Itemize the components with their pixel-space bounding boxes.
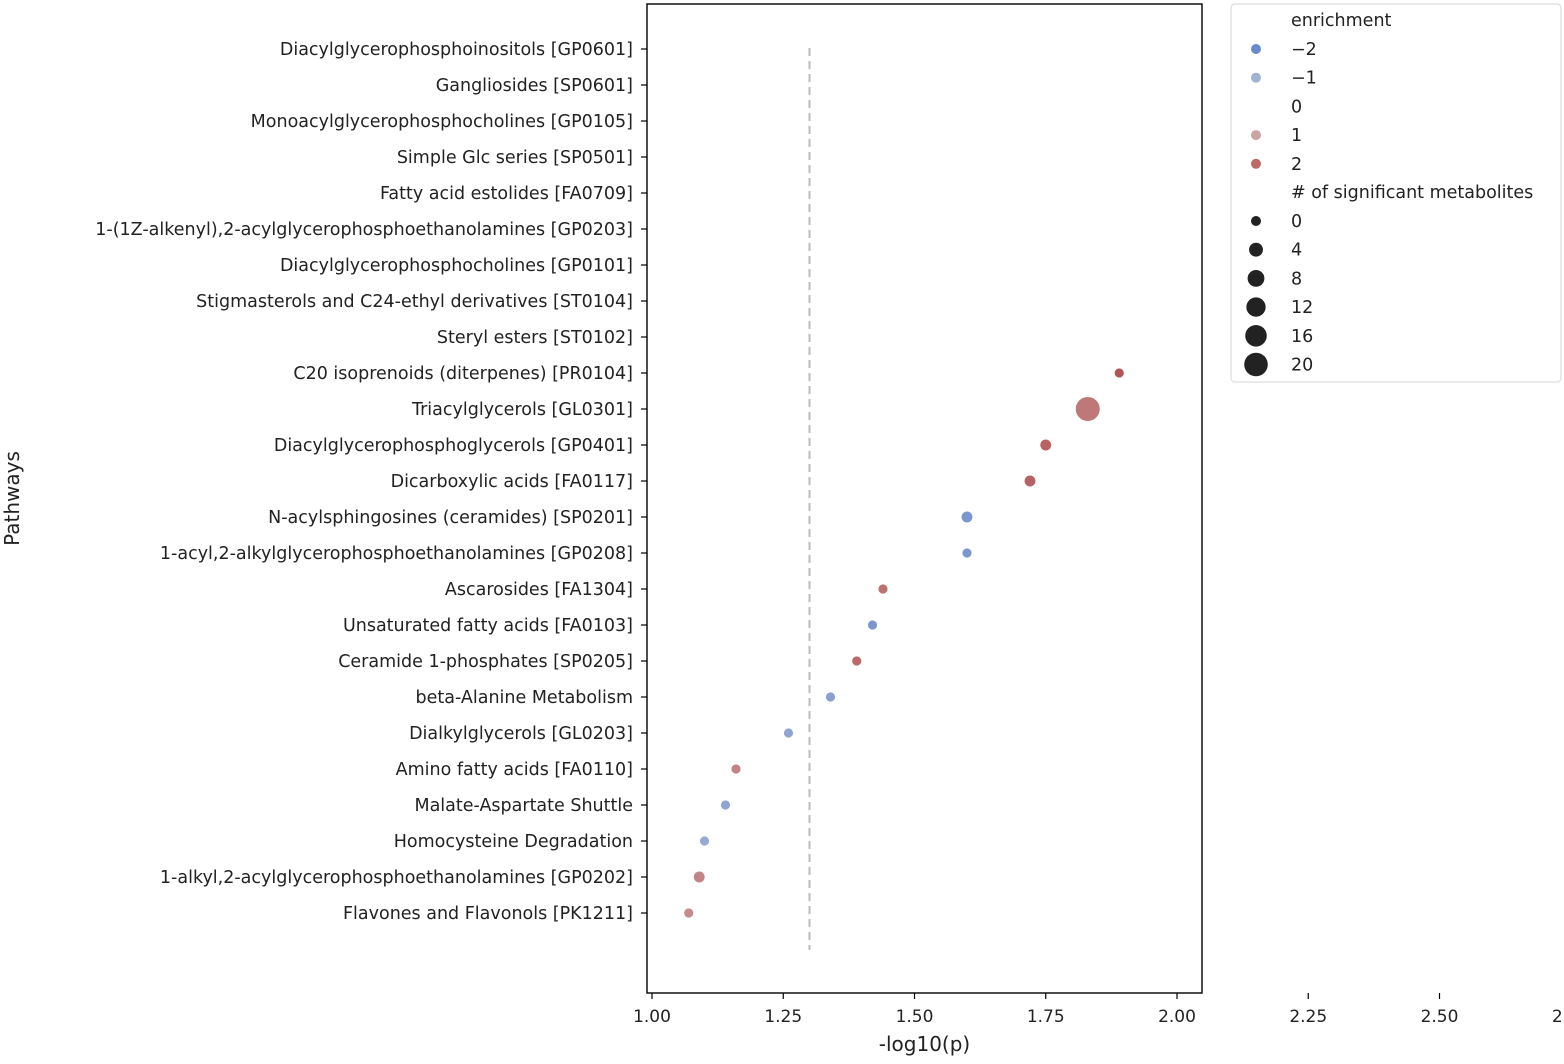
legend-hue-swatch: [1251, 158, 1261, 169]
legend-size-swatch: [1251, 216, 1261, 226]
x-axis-label: -log10(p): [879, 1032, 970, 1056]
data-point: [877, 583, 889, 595]
y-tick-label: beta-Alanine Metabolism: [416, 688, 633, 708]
y-tick-label: Diacylglycerophosphoinositols [GP0601]: [280, 40, 633, 60]
legend-size-label: 12: [1291, 298, 1313, 318]
y-tick-label: C20 isoprenoids (diterpenes) [PR0104]: [293, 364, 633, 384]
y-tick-label: Flavones and Flavonols [PK1211]: [343, 904, 633, 924]
legend-hue-title: enrichment: [1291, 11, 1392, 31]
legend-size-label: 4: [1291, 241, 1302, 261]
data-point: [1074, 396, 1101, 422]
legend-hue-swatch: [1251, 44, 1261, 54]
x-tick-label: 1.00: [633, 1007, 671, 1027]
legend-hue-label: 1: [1291, 126, 1302, 146]
x-tick-label: 1.75: [1027, 1007, 1065, 1027]
y-axis-label: Pathways: [0, 451, 24, 546]
y-tick-label: Dicarboxylic acids [FA0117]: [391, 472, 633, 492]
y-tick-label: Ascarosides [FA1304]: [445, 580, 633, 600]
data-point: [960, 510, 974, 524]
data-point: [851, 655, 863, 667]
y-tick-label: Stigmasterols and C24-ethyl derivatives …: [196, 292, 633, 312]
x-tick-label: 2.00: [1158, 1007, 1196, 1027]
y-tick-label: Monoacylglycerophosphocholines [GP0105]: [251, 112, 633, 132]
y-tick-label: Unsaturated fatty acids [FA0103]: [343, 616, 633, 636]
y-tick-label: Steryl esters [ST0102]: [437, 328, 633, 348]
y-tick-label: Amino fatty acids [FA0110]: [396, 760, 633, 780]
x-tick-label: 2.25: [1289, 1007, 1327, 1027]
legend-size-swatch: [1246, 297, 1266, 317]
data-point: [783, 727, 794, 739]
y-tick-label: Gangliosides [SP0601]: [436, 76, 633, 96]
y-tick-label: Triacylglycerols [GL0301]: [411, 400, 633, 420]
data-point: [825, 691, 836, 703]
data-point: [1023, 474, 1037, 488]
legend-hue-swatch: [1251, 72, 1261, 83]
y-tick-label: Fatty acid estolides [FA0709]: [380, 184, 633, 204]
y-tick-label: Simple Glc series [SP0501]: [397, 148, 633, 168]
legend-hue-label: −2: [1291, 40, 1317, 60]
data-point: [730, 763, 742, 775]
legend-size-label: 8: [1291, 269, 1302, 289]
y-tick-label: Homocysteine Degradation: [394, 832, 633, 852]
y-tick-label: Diacylglycerophosphocholines [GP0101]: [280, 256, 633, 276]
data-point: [1039, 438, 1052, 452]
y-tick-label: 1-(1Z-alkenyl),2-acylglycerophosphoethan…: [95, 220, 633, 240]
x-tick-label: 1.50: [896, 1007, 934, 1027]
data-point: [867, 619, 878, 631]
y-tick-label: Diacylglycerophosphoglycerols [GP0401]: [274, 436, 633, 456]
plot-area: 1.001.251.501.752.002.252.502.753.00-log…: [0, 3, 1564, 1056]
legend-size-swatch: [1245, 325, 1267, 347]
legend-size-label: 16: [1291, 327, 1313, 347]
legend-size-swatch: [1249, 242, 1263, 257]
legend-size-label: 0: [1291, 212, 1302, 232]
legend-size-title: # of significant metabolites: [1291, 183, 1533, 203]
y-tick-label: Dialkylglycerols [GL0203]: [409, 724, 633, 744]
y-tick-label: Malate-Aspartate Shuttle: [414, 796, 633, 816]
data-point: [1113, 367, 1125, 379]
data-point: [693, 870, 706, 884]
data-point: [699, 835, 710, 847]
plot-frame: [646, 3, 1203, 994]
y-tick-label: 1-alkyl,2-acylglycerophosphoethanolamine…: [160, 868, 633, 888]
x-tick-label: 2.50: [1421, 1007, 1459, 1027]
data-point: [683, 907, 695, 919]
x-tick-label: 1.25: [764, 1007, 802, 1027]
y-tick-label: N-acylsphingosines (ceramides) [SP0201]: [268, 508, 633, 528]
x-tick-label: 2.75: [1552, 1007, 1564, 1027]
legend-size-label: 20: [1291, 356, 1313, 376]
legend-hue-label: 2: [1291, 155, 1302, 175]
y-tick-label: Ceramide 1-phosphates [SP0205]: [338, 652, 633, 672]
legend-size-swatch: [1244, 352, 1268, 377]
data-point: [720, 799, 731, 811]
data-point: [961, 547, 973, 559]
legend-size-swatch: [1247, 269, 1265, 287]
legend-hue-label: 0: [1291, 97, 1302, 117]
legend-box: [1230, 3, 1562, 383]
y-tick-label: 1-acyl,2-alkylglycerophosphoethanolamine…: [160, 544, 633, 564]
legend-hue-swatch: [1251, 130, 1261, 141]
legend-hue-label: −1: [1291, 69, 1317, 89]
